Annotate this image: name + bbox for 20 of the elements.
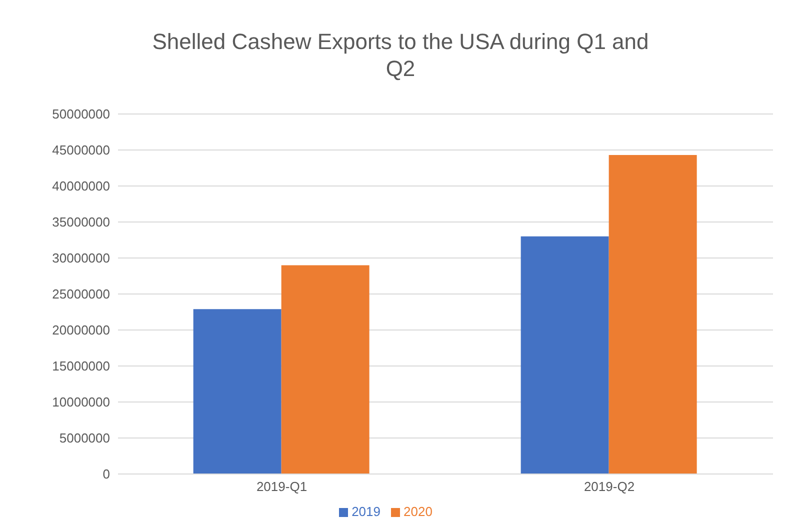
y-tick-label: 35000000: [52, 214, 110, 230]
y-tick-label: 30000000: [52, 250, 110, 266]
y-tick-label: 25000000: [52, 286, 110, 302]
y-tick-label: 15000000: [52, 358, 110, 374]
y-tick-label: 40000000: [52, 178, 110, 194]
legend-label: 2019: [352, 504, 380, 519]
y-tick-label: 0: [102, 466, 110, 482]
legend-label: 2020: [404, 504, 432, 519]
y-tick-label: 20000000: [52, 322, 110, 338]
y-tick-label: 10000000: [52, 394, 110, 410]
bar: [281, 265, 370, 474]
y-tick-label: 45000000: [52, 142, 110, 158]
bar: [520, 236, 609, 474]
bar: [608, 155, 697, 474]
bar: [193, 309, 282, 474]
y-tick-label: 50000000: [52, 106, 110, 122]
chart-title: Shelled Cashew Exports to the USA during Q1 and Q2: [151, 28, 650, 83]
y-tick-label: 5000000: [59, 430, 110, 446]
x-tick-label: 2019-Q2: [584, 479, 635, 494]
x-tick-label: 2019-Q1: [256, 479, 308, 494]
